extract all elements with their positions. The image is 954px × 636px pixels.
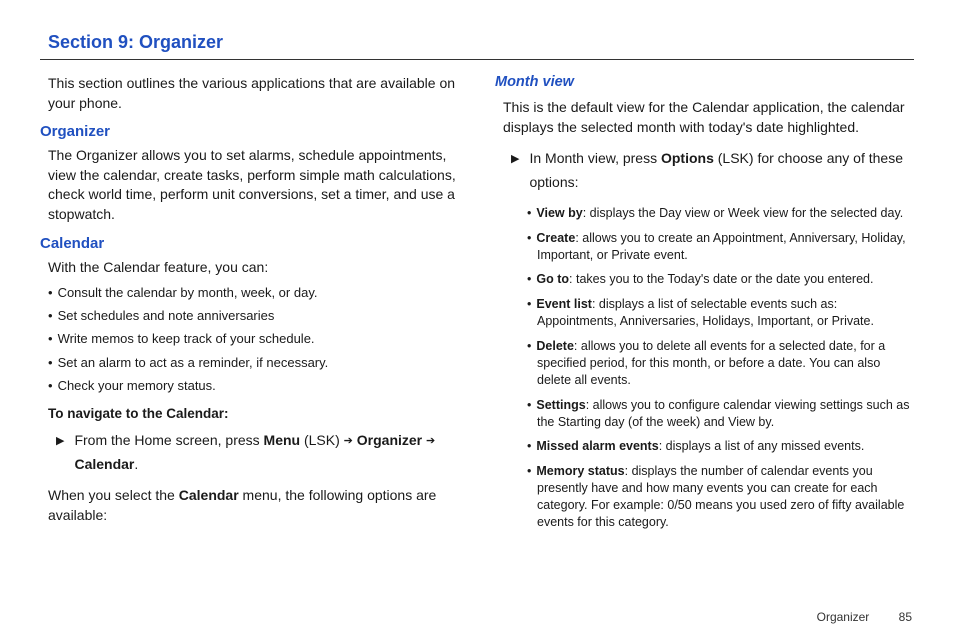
list-item: Delete: allows you to delete all events … xyxy=(527,338,914,389)
intro-paragraph: This section outlines the various applic… xyxy=(48,74,459,113)
text-bold: Calendar xyxy=(74,456,134,472)
option-desc: : displays a list of any missed events. xyxy=(659,439,865,453)
footer-label: Organizer xyxy=(817,610,870,624)
triangle-icon: ▶ xyxy=(511,150,519,169)
triangle-icon: ▶ xyxy=(56,432,64,451)
option-desc: : allows you to create an Appointment, A… xyxy=(537,231,906,262)
options-list: View by: displays the Day view or Week v… xyxy=(527,205,914,531)
horizontal-rule xyxy=(40,59,914,60)
list-item: Consult the calendar by month, week, or … xyxy=(48,283,459,303)
option-term: Event list xyxy=(536,297,592,311)
list-item: Set schedules and note anniversaries xyxy=(48,306,459,326)
list-item: Missed alarm events: displays a list of … xyxy=(527,438,914,455)
list-item: Check your memory status. xyxy=(48,376,459,396)
calendar-features-list: Consult the calendar by month, week, or … xyxy=(48,283,459,396)
page-number: 85 xyxy=(899,610,912,624)
text-bold: Calendar xyxy=(179,487,239,503)
option-term: View by xyxy=(536,206,582,220)
page-footer: Organizer 85 xyxy=(817,610,912,624)
text-bold: Options xyxy=(661,150,714,166)
text-fragment: (LSK) xyxy=(300,432,344,448)
option-desc: : displays the Day view or Week view for… xyxy=(583,206,904,220)
text-fragment: When you select the xyxy=(48,487,179,503)
organizer-body: The Organizer allows you to set alarms, … xyxy=(48,146,459,224)
option-term: Create xyxy=(536,231,575,245)
month-view-heading: Month view xyxy=(495,74,914,90)
text-bold: Organizer xyxy=(357,432,422,448)
list-item: Settings: allows you to configure calend… xyxy=(527,397,914,431)
page-container: Section 9: Organizer This section outlin… xyxy=(0,0,954,549)
list-item: Set an alarm to act as a reminder, if ne… xyxy=(48,353,459,373)
right-column: Month view This is the default view for … xyxy=(495,74,914,539)
arrow-icon: ➔ xyxy=(426,435,435,447)
list-item: Write memos to keep track of your schedu… xyxy=(48,329,459,349)
option-desc: : takes you to the Today's date or the d… xyxy=(569,272,873,286)
list-item: Go to: takes you to the Today's date or … xyxy=(527,271,914,288)
option-term: Delete xyxy=(536,339,574,353)
two-column-layout: This section outlines the various applic… xyxy=(40,74,914,539)
option-term: Memory status xyxy=(536,464,624,478)
calendar-intro: With the Calendar feature, you can: xyxy=(48,258,459,278)
text-fragment: In Month view, press xyxy=(529,150,661,166)
text-bold: Menu xyxy=(264,432,301,448)
option-term: Missed alarm events xyxy=(536,439,658,453)
left-column: This section outlines the various applic… xyxy=(40,74,459,539)
navigate-step: ▶ From the Home screen, press Menu (LSK)… xyxy=(56,429,459,477)
option-term: Settings xyxy=(536,398,585,412)
calendar-heading: Calendar xyxy=(40,235,459,252)
list-item: Event list: displays a list of selectabl… xyxy=(527,296,914,330)
month-view-step-text: In Month view, press Options (LSK) for c… xyxy=(529,147,914,195)
option-term: Go to xyxy=(536,272,569,286)
navigate-heading: To navigate to the Calendar: xyxy=(48,406,459,421)
list-item: View by: displays the Day view or Week v… xyxy=(527,205,914,222)
text-fragment: From the Home screen, press xyxy=(74,432,263,448)
option-desc: : allows you to configure calendar viewi… xyxy=(537,398,910,429)
navigate-step-text: From the Home screen, press Menu (LSK) ➔… xyxy=(74,429,459,477)
section-title: Section 9: Organizer xyxy=(48,32,914,53)
organizer-heading: Organizer xyxy=(40,123,459,140)
list-item: Memory status: displays the number of ca… xyxy=(527,463,914,531)
list-item: Create: allows you to create an Appointm… xyxy=(527,230,914,264)
arrow-icon: ➔ xyxy=(344,435,353,447)
option-desc: : allows you to delete all events for a … xyxy=(537,339,885,387)
month-view-body: This is the default view for the Calenda… xyxy=(503,98,914,137)
after-select-paragraph: When you select the Calendar menu, the f… xyxy=(48,486,459,525)
month-view-step: ▶ In Month view, press Options (LSK) for… xyxy=(511,147,914,195)
